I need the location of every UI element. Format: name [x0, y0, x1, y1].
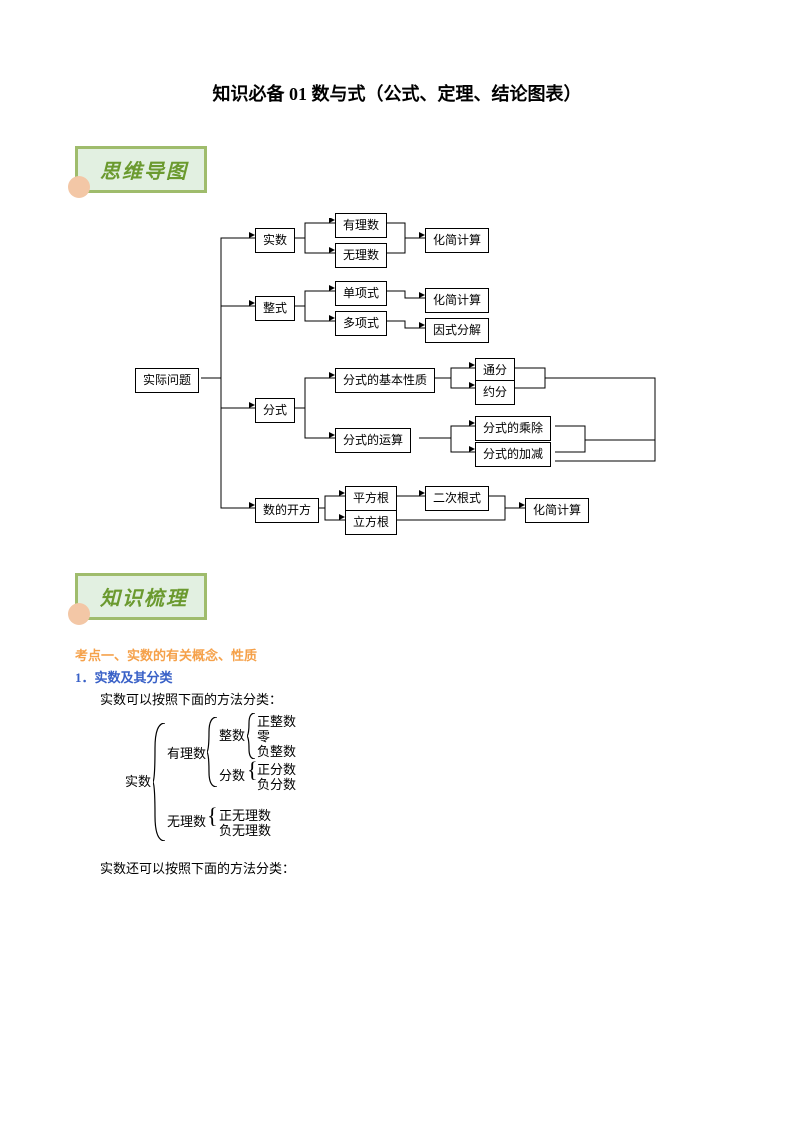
- section-heading-1: 考点一、实数的有关概念、性质: [75, 645, 719, 664]
- classification-tree: 实数 有理数 整数 正整数 零 负整数 分数 { 正分数 负分数 无理数 { 正…: [125, 713, 719, 853]
- brace-icon: {: [207, 803, 218, 829]
- node-ecgs: 二次根式: [425, 486, 489, 511]
- body-text-2: 实数还可以按照下面的方法分类：: [100, 858, 719, 877]
- tree-a: 有理数: [167, 743, 206, 762]
- brace-icon: [207, 717, 219, 787]
- tree-a2: 分数: [219, 765, 245, 784]
- brace-icon: {: [247, 757, 258, 783]
- tree-root: 实数: [125, 771, 151, 790]
- tree-a1c: 负整数: [257, 741, 296, 760]
- node-danxiang: 单项式: [335, 281, 387, 306]
- brace-icon: [247, 713, 257, 759]
- node-yuefen: 约分: [475, 380, 515, 405]
- node-root: 实际问题: [135, 368, 199, 393]
- badge-knowledge: 知识梳理: [75, 573, 207, 620]
- body-text-1: 实数可以按照下面的方法分类：: [100, 689, 719, 708]
- node-shukf: 数的开方: [255, 498, 319, 523]
- node-fenshi: 分式: [255, 398, 295, 423]
- badge-mindmap: 思维导图: [75, 146, 207, 193]
- node-youli: 有理数: [335, 213, 387, 238]
- node-huajian3: 化简计算: [525, 498, 589, 523]
- node-wuli: 无理数: [335, 243, 387, 268]
- node-huajian2: 化简计算: [425, 288, 489, 313]
- flowchart-container: 实际问题 实数 有理数 无理数 化简计算 整式 单项式 多项式 化简计算 因式分…: [135, 218, 719, 538]
- tree-a2b: 负分数: [257, 774, 296, 793]
- node-fsjbxz: 分式的基本性质: [335, 368, 435, 393]
- node-zhengshi: 整式: [255, 296, 295, 321]
- tree-b2: 负无理数: [219, 820, 271, 839]
- node-huajian1: 化简计算: [425, 228, 489, 253]
- node-fsys: 分式的运算: [335, 428, 411, 453]
- tree-a1: 整数: [219, 725, 245, 744]
- node-fscc: 分式的乘除: [475, 416, 551, 441]
- node-lfg: 立方根: [345, 510, 397, 535]
- node-fsjj: 分式的加减: [475, 442, 551, 467]
- brace-icon: [153, 723, 167, 841]
- tree-b: 无理数: [167, 811, 206, 830]
- node-shishu: 实数: [255, 228, 295, 253]
- page-title: 知识必备 01 数与式（公式、定理、结论图表）: [75, 80, 719, 106]
- section-heading-2: 1．实数及其分类: [75, 667, 719, 686]
- node-duoxiang: 多项式: [335, 311, 387, 336]
- node-pfg: 平方根: [345, 486, 397, 511]
- node-yinshi: 因式分解: [425, 318, 489, 343]
